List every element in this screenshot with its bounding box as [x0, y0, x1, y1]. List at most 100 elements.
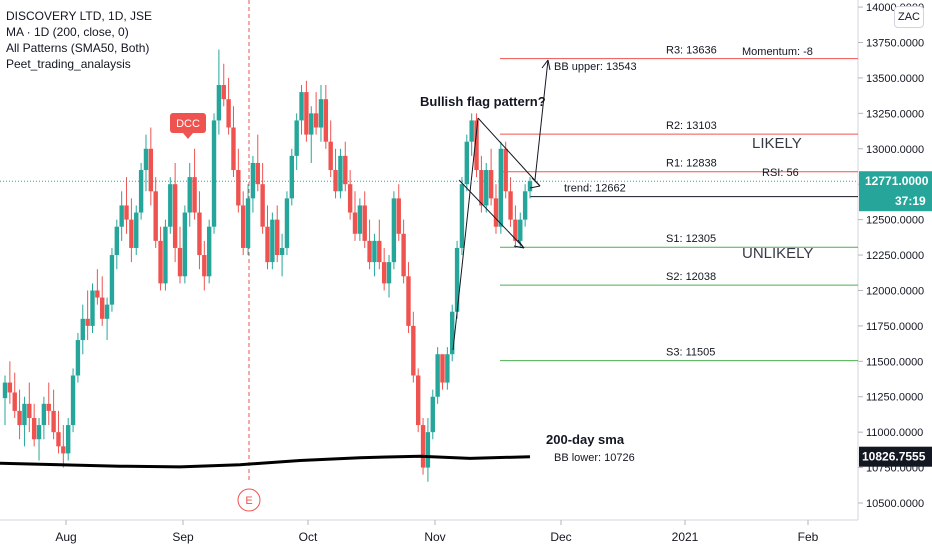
price-tick-label: 11500.0000: [866, 356, 923, 368]
candle-body: [362, 205, 367, 241]
candle-body: [221, 85, 226, 100]
candle-body: [90, 290, 95, 326]
candle-body: [279, 247, 285, 256]
time-tick-label: Aug: [55, 530, 76, 544]
candle-body: [129, 219, 134, 248]
price-tick-label: 10500.0000: [866, 498, 924, 510]
legend-script[interactable]: Peet_trading_analaysis: [6, 57, 131, 71]
candle-body: [323, 99, 329, 142]
candle-body: [260, 184, 265, 227]
candle-body: [328, 141, 333, 171]
time-tick-label: Nov: [424, 530, 445, 544]
candle-body: [464, 141, 470, 185]
candle-body: [197, 212, 202, 256]
candle-body: [216, 85, 222, 121]
candle-body: [498, 148, 504, 227]
candle-body: [124, 205, 129, 220]
candle-body: [299, 92, 304, 121]
candle-body: [304, 92, 309, 135]
candle-body: [138, 170, 144, 213]
candle-body: [430, 396, 435, 433]
pivot-levels: R3: 13636 R2: 13103 R1: 12838 trend: 12662 S…: [500, 45, 858, 362]
candle-body: [134, 212, 139, 248]
candle-body: [386, 262, 392, 284]
candle-body: [51, 410, 56, 433]
candle-body: [104, 304, 110, 319]
candle-body: [391, 198, 397, 263]
candle-body: [343, 155, 348, 185]
candle-body: [454, 247, 460, 312]
candle-body: [7, 382, 13, 393]
price-tick-label: 11750.0000: [866, 321, 923, 333]
candle-body: [168, 184, 173, 227]
candle-body: [192, 177, 197, 213]
candle-body: [420, 425, 426, 468]
candle-body: [114, 226, 120, 256]
candle-body: [182, 212, 188, 277]
candle-body: [109, 255, 115, 305]
candle-body: [284, 198, 290, 248]
candle-body: [100, 297, 105, 319]
candle-body: [12, 392, 17, 411]
candle-body: [381, 262, 387, 284]
dcc-marker-pointer: [183, 133, 193, 139]
legend-ma[interactable]: MA · 1D (200, close, 0): [6, 25, 129, 39]
candle-body: [309, 113, 314, 135]
candle-body: [211, 120, 217, 227]
candle-body: [119, 205, 124, 227]
price-tick-label: 13000.0000: [866, 144, 924, 156]
candle-body: [36, 425, 42, 440]
chart-legend: DISCOVERY LTD, 1D, JSE MA · 1D (200, clo…: [6, 8, 152, 72]
candle-body: [187, 177, 192, 213]
candle-body: [22, 403, 27, 426]
candle-body: [95, 290, 100, 298]
candle-body: [411, 325, 416, 376]
currency-button[interactable]: ZAC: [894, 6, 924, 28]
candle-body: [240, 205, 246, 248]
candle-body: [493, 198, 499, 227]
likely-label: LIKELY: [752, 135, 802, 152]
last-price-label: 12771.0000: [865, 174, 929, 188]
candle-body: [459, 184, 465, 248]
price-tick-label: 12000.0000: [866, 285, 924, 297]
sma-200-line: [0, 454, 531, 469]
candles: [2, 49, 533, 482]
candle-body: [163, 226, 168, 284]
candle-body: [518, 219, 523, 241]
candle-body: [275, 219, 280, 256]
legend-patterns[interactable]: All Patterns (SMA50, Both): [6, 41, 150, 55]
candle-body: [415, 375, 421, 426]
level-label: R3: 13636: [666, 45, 717, 57]
candle-body: [153, 191, 158, 241]
candle-body: [202, 255, 207, 277]
flag-pattern-line: [452, 117, 479, 351]
legend-title[interactable]: DISCOVERY LTD, 1D, JSE: [6, 9, 153, 23]
dcc-marker: [170, 113, 206, 133]
candle-body: [270, 219, 275, 263]
candle-body: [503, 148, 508, 192]
price-tick-label: 12250.0000: [866, 250, 924, 262]
candle-body: [17, 410, 22, 426]
dcc-marker-label: DCC: [176, 118, 200, 130]
price-tick-label: 11250.0000: [866, 392, 923, 404]
candle-body: [396, 198, 401, 234]
candle-body: [70, 375, 76, 426]
trend-label: trend: 12662: [564, 183, 626, 195]
last-price-badge: [859, 171, 932, 212]
price-tick-label: 13250.0000: [866, 108, 924, 120]
candle-body: [226, 99, 231, 128]
time-tick-label: 2021: [672, 530, 699, 544]
candle-body: [41, 403, 47, 426]
candle-body: [56, 432, 61, 447]
sma-value-badge: [859, 446, 932, 467]
time-tick-label: Feb: [798, 530, 819, 544]
candle-body: [425, 432, 431, 468]
candle-body: [508, 191, 513, 220]
earnings-marker-label: E: [245, 495, 252, 507]
price-tick-label: 13750.0000: [866, 38, 924, 50]
candle-body: [206, 226, 212, 277]
candle-body: [333, 170, 338, 192]
level-label: R1: 12838: [666, 158, 717, 170]
